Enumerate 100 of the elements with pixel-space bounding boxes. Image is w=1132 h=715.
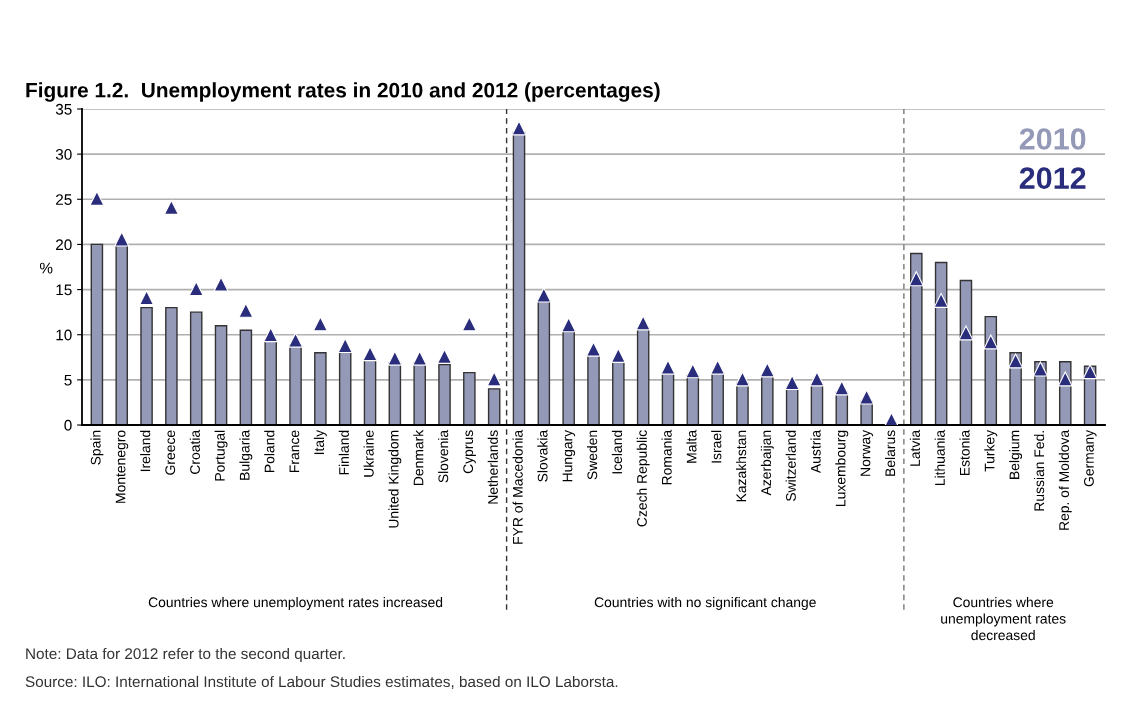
x-tick-label: Finland [338, 430, 349, 475]
point [809, 371, 825, 387]
bar [214, 324, 228, 425]
x-tick-label: Ireland [140, 430, 151, 472]
bar [264, 339, 277, 425]
x-tick-label: FYR of Macedonia [512, 429, 523, 544]
bar [537, 299, 551, 425]
y-tick-label: 10 [56, 329, 72, 341]
point [461, 316, 477, 332]
text: Countries where unemployment rates decreased [941, 597, 1066, 641]
x-tick-label: Belgium [1009, 430, 1023, 479]
y-tick-label: 0 [64, 419, 72, 431]
point [784, 375, 800, 391]
x-tick-label: Hungary [562, 429, 576, 482]
x-tick-label: United Kingdom [388, 430, 402, 528]
point [635, 315, 651, 331]
x-tick-label: Luxembourg [835, 430, 849, 506]
x-tick-label: Turkey [984, 429, 998, 472]
point [238, 302, 254, 318]
bar [90, 243, 104, 425]
x-tick-label: Lithuania [934, 429, 945, 486]
point [139, 290, 155, 306]
point [188, 281, 204, 297]
x-tick-label: Slovakia [537, 429, 548, 482]
y-tick-label: 30 [55, 149, 72, 160]
point [983, 334, 999, 350]
point [958, 325, 974, 341]
x-tick-label: Bulgaria [239, 429, 253, 480]
x-tick-label: Sweden [587, 430, 598, 480]
x-tick-label: Israel [711, 430, 722, 463]
x-tick-label: Portugal [214, 430, 228, 481]
point [213, 276, 229, 292]
text: 2012 [1019, 167, 1086, 189]
text: Note: Data for 2012 refer to the second quarter. [26, 647, 345, 663]
point [288, 332, 304, 348]
point [933, 292, 949, 308]
bar [140, 306, 153, 425]
x-tick-label: Italy [313, 429, 327, 455]
x-tick-label: Kazakhstan [736, 430, 747, 502]
y-tick-label: 20 [56, 239, 72, 251]
x-tick-label: Ukraine [363, 430, 374, 477]
y-axis-title: % [39, 262, 53, 274]
point [337, 338, 353, 354]
bar [239, 329, 253, 425]
x-tick-label: Switzerland [785, 430, 796, 502]
point [561, 317, 577, 333]
chart-title: Figure 1.2. Unemployment rates in 2010 and 2012 (percentages) [26, 82, 660, 102]
point [759, 362, 775, 378]
bar [463, 371, 476, 425]
x-tick-label: Greece [165, 430, 176, 475]
x-tick-label: Malta [686, 429, 697, 463]
x-tick-label: Norway [860, 429, 874, 476]
bar [636, 327, 650, 425]
point [883, 412, 899, 425]
point [685, 363, 701, 379]
x-tick-label: Czech Republic [636, 430, 650, 527]
x-tick-label: Estonia [959, 429, 970, 476]
y-tick-label: 25 [56, 194, 72, 205]
point [1082, 364, 1098, 380]
y-tick-label: 5 [64, 374, 72, 386]
bar [314, 352, 327, 425]
text: Countries with no significant change [594, 597, 816, 610]
point [660, 359, 676, 375]
x-tick-label: Austria [810, 429, 821, 474]
point [263, 327, 279, 343]
text: Countries where unemployment rates increased [148, 597, 443, 610]
point [1057, 371, 1073, 387]
point [163, 199, 179, 215]
point [734, 371, 750, 387]
bar [487, 388, 501, 425]
point [114, 231, 130, 247]
point [312, 316, 328, 332]
x-tick-label: Croatia [189, 429, 200, 474]
point [586, 341, 601, 357]
bar [438, 363, 451, 425]
bar [910, 252, 923, 425]
point [89, 190, 105, 206]
point [437, 348, 453, 364]
y-tick-label: 35 [55, 103, 72, 115]
x-tick-label: Iceland [611, 430, 623, 474]
x-tick-label: Rep. of Moldova [1058, 429, 1072, 530]
point [710, 359, 726, 375]
x-tick-label: Azerbaijan [760, 430, 774, 496]
x-tick-label: Russian Fed. [1033, 431, 1045, 511]
point [1032, 361, 1048, 377]
bar [189, 311, 203, 425]
bar [761, 374, 774, 425]
source-note: Source: ILO: International Institute of Labour Studies estimates, based on ILO Laborsta. [25, 675, 618, 689]
x-tick-label: Romania [661, 429, 672, 485]
x-tick-label: Spain [90, 430, 104, 465]
point [387, 350, 403, 366]
text: 2010 [1019, 128, 1086, 150]
x-tick-label: Belarus [884, 430, 896, 476]
point [486, 371, 502, 387]
bar [562, 329, 575, 425]
x-tick-label: Slovenia [438, 429, 449, 483]
x-tick-label: Germany [1084, 429, 1097, 487]
point [834, 380, 850, 396]
x-tick-label: Netherlands [487, 430, 498, 504]
point [610, 347, 626, 363]
